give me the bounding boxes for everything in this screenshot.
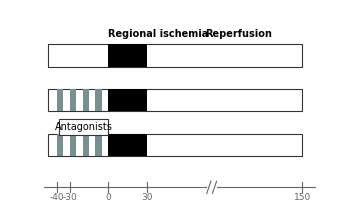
- Text: 150: 150: [293, 194, 311, 202]
- Text: Antagonists: Antagonists: [55, 122, 113, 132]
- Bar: [108, 89, 147, 111]
- Text: 30: 30: [141, 194, 153, 202]
- Bar: [59, 119, 108, 135]
- Text: -40: -40: [49, 194, 64, 202]
- Bar: [96, 134, 102, 156]
- Bar: [96, 89, 102, 111]
- Text: -30: -30: [62, 194, 77, 202]
- Bar: [83, 134, 89, 156]
- Bar: [48, 89, 302, 111]
- Bar: [108, 134, 147, 156]
- Bar: [48, 134, 302, 156]
- Text: Regional ischemia: Regional ischemia: [107, 29, 208, 39]
- Bar: [108, 44, 147, 67]
- Bar: [48, 44, 302, 67]
- Bar: [70, 89, 76, 111]
- Text: Reperfusion: Reperfusion: [205, 29, 273, 39]
- Text: 0: 0: [105, 194, 111, 202]
- Bar: [70, 134, 76, 156]
- Bar: [207, 181, 217, 193]
- Bar: [83, 89, 89, 111]
- Bar: [57, 89, 63, 111]
- Bar: [57, 134, 63, 156]
